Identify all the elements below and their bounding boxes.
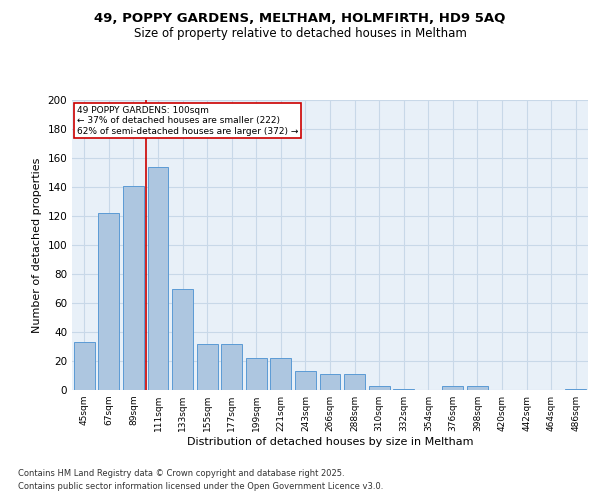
X-axis label: Distribution of detached houses by size in Meltham: Distribution of detached houses by size … bbox=[187, 437, 473, 447]
Bar bbox=[442, 386, 463, 390]
Bar bbox=[123, 186, 144, 390]
Text: 49 POPPY GARDENS: 100sqm
← 37% of detached houses are smaller (222)
62% of semi-: 49 POPPY GARDENS: 100sqm ← 37% of detach… bbox=[77, 106, 298, 136]
Bar bbox=[246, 358, 267, 390]
Bar bbox=[221, 344, 242, 390]
Text: Contains HM Land Registry data © Crown copyright and database right 2025.: Contains HM Land Registry data © Crown c… bbox=[18, 469, 344, 478]
Bar bbox=[467, 386, 488, 390]
Bar bbox=[393, 388, 414, 390]
Bar bbox=[320, 374, 340, 390]
Bar bbox=[271, 358, 292, 390]
Bar bbox=[172, 288, 193, 390]
Bar bbox=[148, 166, 169, 390]
Bar bbox=[197, 344, 218, 390]
Bar bbox=[565, 388, 586, 390]
Text: Size of property relative to detached houses in Meltham: Size of property relative to detached ho… bbox=[134, 28, 466, 40]
Text: Contains public sector information licensed under the Open Government Licence v3: Contains public sector information licen… bbox=[18, 482, 383, 491]
Bar bbox=[98, 213, 119, 390]
Y-axis label: Number of detached properties: Number of detached properties bbox=[32, 158, 42, 332]
Bar bbox=[74, 342, 95, 390]
Bar bbox=[344, 374, 365, 390]
Bar bbox=[295, 371, 316, 390]
Text: 49, POPPY GARDENS, MELTHAM, HOLMFIRTH, HD9 5AQ: 49, POPPY GARDENS, MELTHAM, HOLMFIRTH, H… bbox=[94, 12, 506, 26]
Bar bbox=[368, 386, 389, 390]
